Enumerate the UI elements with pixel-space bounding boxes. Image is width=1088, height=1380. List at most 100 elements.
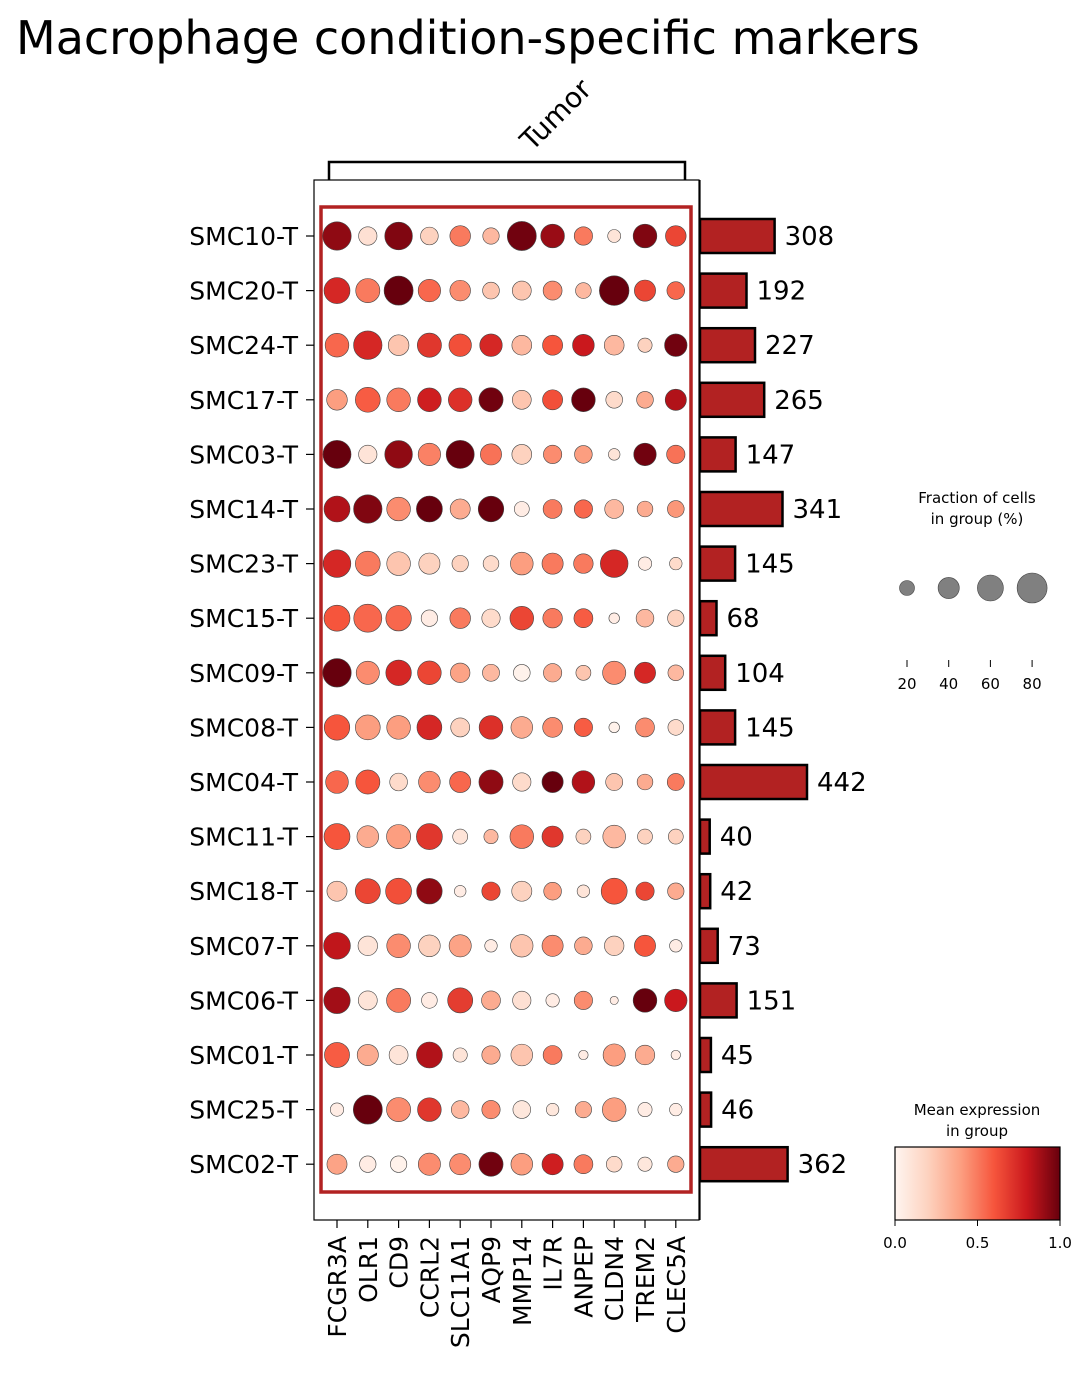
expression-dot bbox=[573, 990, 593, 1010]
expression-dot bbox=[418, 770, 441, 794]
expression-dot bbox=[609, 995, 619, 1005]
size-legend: 20 40 60 80 bbox=[897, 572, 1048, 693]
expression-dot bbox=[420, 226, 439, 246]
expression-dot bbox=[452, 828, 469, 845]
cell-count-bar bbox=[698, 927, 719, 965]
expression-dot bbox=[323, 986, 351, 1014]
sample-label: SMC01-T bbox=[189, 1041, 298, 1070]
expression-dot bbox=[546, 1103, 560, 1117]
expression-dot bbox=[637, 828, 653, 845]
expression-dot bbox=[323, 604, 351, 632]
expression-dot bbox=[353, 330, 383, 360]
expression-dot bbox=[608, 612, 620, 624]
expression-dot bbox=[637, 556, 653, 571]
cell-count-bar bbox=[698, 272, 748, 309]
cell-count-label: 151 bbox=[747, 986, 797, 1016]
dot-marks bbox=[322, 221, 688, 1177]
expression-dot bbox=[417, 442, 441, 466]
cell-count-label: 40 bbox=[720, 823, 753, 853]
expression-dot bbox=[541, 825, 564, 848]
expression-dot bbox=[667, 1155, 685, 1173]
expression-dot bbox=[543, 444, 563, 464]
size-legend-label: 40 bbox=[939, 675, 958, 693]
size-legend-dot bbox=[1016, 572, 1048, 604]
expression-dot bbox=[448, 333, 472, 357]
expression-dot bbox=[510, 551, 534, 576]
expression-dot bbox=[324, 333, 350, 358]
expression-dot bbox=[384, 440, 413, 469]
expression-dot bbox=[355, 769, 381, 795]
cell-count-bar bbox=[698, 545, 737, 582]
expression-dot bbox=[482, 663, 500, 682]
cell-count-label: 145 bbox=[745, 550, 795, 580]
expression-dot bbox=[385, 605, 412, 632]
size-legend-label: 80 bbox=[1023, 675, 1042, 693]
gene-label: OLR1 bbox=[354, 1236, 383, 1303]
expression-dot bbox=[386, 387, 411, 412]
expression-dot bbox=[355, 714, 381, 741]
cell-count-bar bbox=[698, 872, 712, 910]
expression-dot bbox=[449, 607, 471, 629]
expression-dot bbox=[449, 279, 471, 302]
sample-label: SMC25-T bbox=[189, 1096, 298, 1125]
expression-dot bbox=[573, 553, 594, 574]
sample-label: SMC18-T bbox=[189, 877, 298, 906]
expression-dot bbox=[451, 1100, 470, 1119]
cell-count-bar bbox=[698, 436, 737, 473]
expression-dot bbox=[389, 772, 408, 792]
expression-dot bbox=[450, 717, 470, 738]
expression-dot bbox=[322, 440, 352, 469]
expression-dot bbox=[386, 933, 411, 958]
gene-label: CLEC5A bbox=[662, 1236, 691, 1334]
expression-dot bbox=[323, 932, 351, 960]
expression-dot bbox=[448, 934, 472, 958]
expression-dot bbox=[634, 934, 656, 957]
size-legend-label: 20 bbox=[897, 675, 916, 693]
expression-dot bbox=[632, 223, 658, 249]
expression-dot bbox=[384, 221, 413, 251]
expression-dot bbox=[667, 719, 684, 736]
expression-dot bbox=[481, 608, 501, 628]
expression-dot bbox=[325, 770, 349, 794]
chart-title: Macrophage condition-specific markers bbox=[16, 11, 920, 65]
expression-dot bbox=[664, 388, 687, 411]
cell-count-label: 42 bbox=[720, 877, 753, 907]
expression-dot bbox=[481, 1045, 501, 1065]
expression-dot bbox=[543, 663, 563, 683]
expression-dot bbox=[602, 1043, 626, 1067]
expression-dot bbox=[355, 660, 380, 685]
size-legend-label: 60 bbox=[981, 675, 1000, 693]
expression-dot bbox=[605, 773, 624, 791]
expression-dot bbox=[416, 823, 443, 850]
expression-dot bbox=[541, 552, 564, 575]
expression-dot bbox=[323, 495, 351, 523]
expression-dot bbox=[636, 773, 654, 791]
dotplot-frame bbox=[313, 179, 700, 1221]
expression-dot bbox=[573, 1154, 594, 1174]
expression-dot bbox=[447, 987, 474, 1014]
expression-dot bbox=[541, 934, 564, 957]
expression-dot bbox=[386, 1097, 411, 1122]
expression-dot bbox=[322, 658, 352, 688]
sample-label: SMC24-T bbox=[189, 331, 298, 360]
expression-dot bbox=[602, 1097, 627, 1122]
expression-dot bbox=[478, 769, 504, 795]
expression-dot bbox=[606, 1156, 623, 1173]
expression-dot bbox=[572, 334, 595, 357]
expression-dot bbox=[356, 1044, 379, 1066]
gene-label: IL7R bbox=[539, 1236, 568, 1291]
expression-dot bbox=[665, 225, 687, 247]
expression-dot bbox=[326, 389, 348, 411]
cell-count-label: 192 bbox=[757, 277, 807, 307]
expression-dot bbox=[667, 609, 685, 627]
gene-label: ANPEP bbox=[569, 1236, 598, 1318]
expression-dot bbox=[664, 333, 688, 357]
expression-dot bbox=[634, 661, 656, 684]
sample-label: SMC14-T bbox=[189, 495, 298, 524]
gene-labels: FCGR3A OLR1 CD9 CCRL2 SLC11A1 AQP9 MMP14 IL7R AN… bbox=[323, 1220, 691, 1348]
sample-label: SMC03-T bbox=[189, 440, 298, 469]
expression-dot bbox=[445, 440, 475, 469]
expression-dot bbox=[326, 880, 348, 902]
colorbar bbox=[894, 1146, 1061, 1221]
expression-dot bbox=[477, 495, 505, 523]
